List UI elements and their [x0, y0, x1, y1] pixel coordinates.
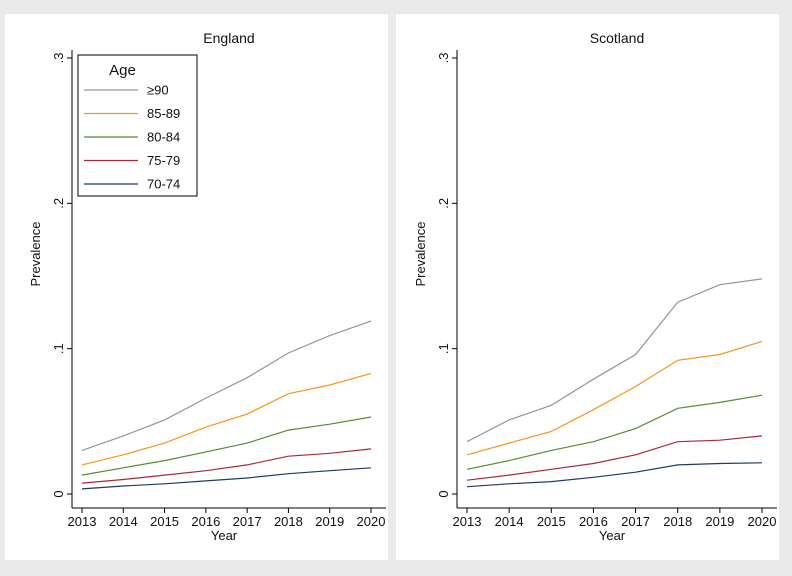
england-title: England: [203, 30, 254, 46]
legend-entry-label: 75-79: [147, 153, 180, 168]
england-y-axis-label: Prevalence: [28, 221, 43, 286]
england-x-tick-label: 2016: [191, 514, 220, 529]
england-series-line-4: [81, 448, 372, 484]
england-x-tick-label: 2020: [357, 514, 386, 529]
legend-entry-label: ≥90: [147, 83, 169, 98]
england-x-tick-label: 2015: [150, 514, 179, 529]
england-x-tick-label: 2013: [68, 514, 97, 529]
scotland-y-tick-label: .3: [436, 53, 451, 64]
england-y-tick-label: .1: [51, 343, 66, 354]
england-y-tick-label: 0: [51, 490, 66, 497]
scotland-x-tick-label: 2018: [663, 514, 692, 529]
scotland-x-axis-label: Year: [599, 528, 626, 543]
scotland-x-tick-label: 2015: [537, 514, 566, 529]
legend-entry-label: 70-74: [147, 177, 180, 192]
scotland-panel: Scotland 0 .1 .2 .3 Prevalence 2013 2014 2015 201…: [413, 30, 777, 543]
scotland-series-line-3: [466, 394, 763, 470]
legend-box: [77, 54, 198, 197]
scotland-y-tick-label: .2: [436, 198, 451, 209]
scotland-series-line-1: [466, 278, 763, 443]
scotland-series-line-4: [466, 435, 763, 481]
legend-title: Age: [109, 62, 136, 79]
scotland-x-tick-label: 2014: [495, 514, 524, 529]
england-series-line-3: [81, 416, 372, 476]
england-series-line-2: [81, 372, 372, 466]
scotland-x-tick-label: 2013: [453, 514, 482, 529]
legend-entry-label: 80-84: [147, 130, 180, 145]
scotland-y-tick-label: 0: [436, 490, 451, 497]
scotland-x-tick-label: 2020: [748, 514, 777, 529]
england-x-axis-label: Year: [211, 528, 238, 543]
legend-entry-label: 85-89: [147, 106, 180, 121]
scotland-x-tick-label: 2019: [705, 514, 734, 529]
scotland-x-tick-label: 2017: [621, 514, 650, 529]
scotland-series-line-5: [466, 462, 763, 488]
england-series-line-1: [81, 320, 372, 451]
england-series-line-5: [81, 467, 372, 490]
england-y-tick-label: .2: [51, 198, 66, 209]
england-x-tick-label: 2019: [315, 514, 344, 529]
england-panel: England 0 .1 .2 .3 Prevalence 2013 2014 2015 2016…: [28, 30, 386, 543]
scotland-title: Scotland: [590, 30, 644, 46]
legend: Age ≥90 85-89 80-84 75-79 70-74: [77, 54, 198, 197]
scotland-y-tick-label: .1: [436, 343, 451, 354]
scotland-y-axis-label: Prevalence: [413, 221, 428, 286]
england-y-tick-label: .3: [51, 53, 66, 64]
england-x-tick-label: 2014: [109, 514, 138, 529]
scotland-x-tick-label: 2016: [579, 514, 608, 529]
england-x-tick-label: 2018: [274, 514, 303, 529]
england-x-tick-label: 2017: [233, 514, 262, 529]
scotland-series-line-2: [466, 340, 763, 456]
